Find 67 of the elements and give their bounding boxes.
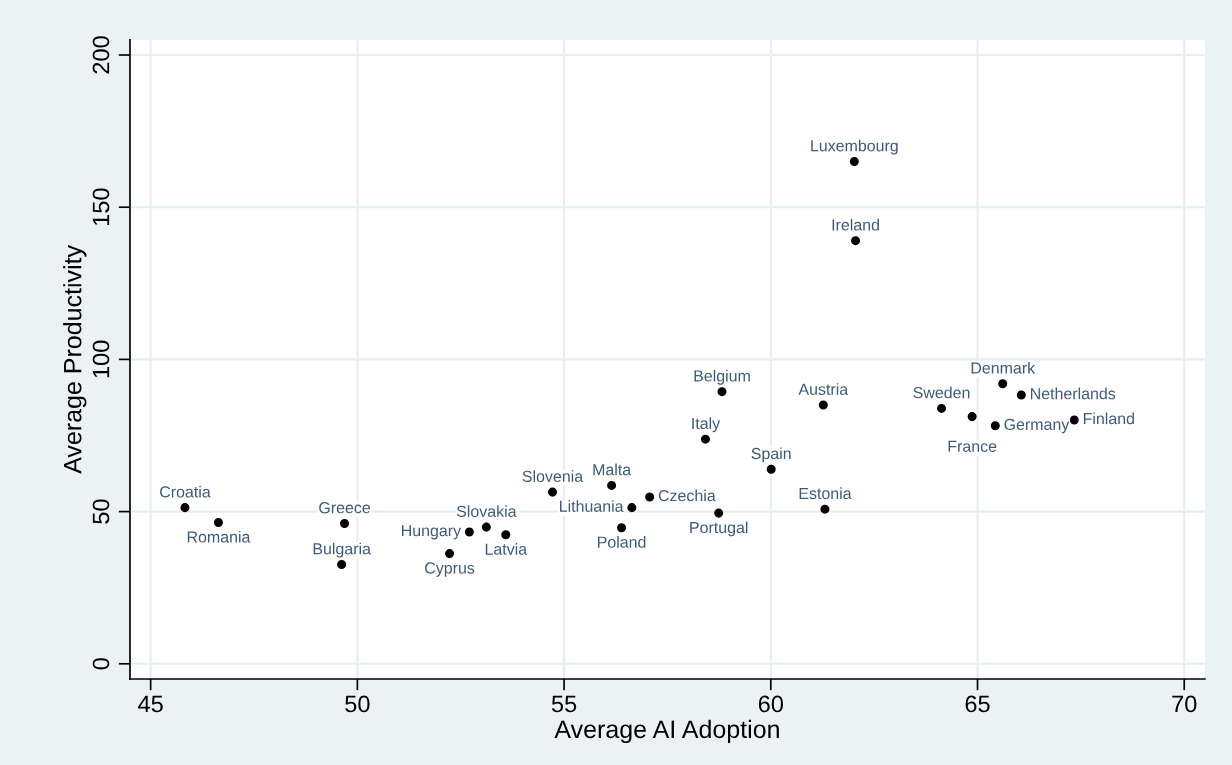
x-tick-label: 60: [758, 695, 783, 713]
annotation: Slovenia: [522, 470, 584, 483]
point: [820, 504, 830, 514]
annotation: Poland: [597, 536, 646, 548]
point: [617, 523, 627, 533]
x-tick-label: 55: [551, 695, 577, 713]
point: [700, 434, 710, 444]
point: [967, 412, 977, 422]
point: [714, 508, 724, 518]
annotation: Sweden: [913, 386, 970, 399]
annotation: Finland: [1083, 412, 1134, 425]
annotation: Hungary: [402, 525, 462, 540]
annotation: Austria: [798, 383, 849, 395]
y-tick-label: 0: [92, 658, 110, 670]
point: [337, 560, 347, 570]
point: [213, 518, 223, 528]
annotation: Romania: [187, 530, 251, 543]
point: [1069, 415, 1079, 425]
annotation: Germany: [1004, 418, 1070, 434]
point: [851, 236, 861, 246]
annotation: Bulgaria: [313, 542, 371, 558]
annotation: Malta: [593, 463, 632, 476]
x-axis-title: Average AI Adoption: [554, 719, 779, 744]
x-tick-label: 70: [1172, 695, 1197, 713]
annotation: Latvia: [485, 543, 528, 555]
y-tick-label: 50: [92, 499, 110, 524]
annotation: France: [948, 440, 997, 452]
y-tick-label: 200: [92, 36, 110, 74]
annotation: Spain: [751, 447, 791, 463]
annotation: Cyprus: [425, 562, 475, 577]
annotation: Czechia: [658, 489, 716, 502]
point: [998, 379, 1008, 389]
y-axis-title: Average Productivity: [63, 245, 87, 474]
point: [937, 403, 947, 413]
point: [180, 503, 190, 513]
point: [607, 480, 617, 490]
x-tick-label: 65: [965, 695, 990, 713]
x-tick-label: 50: [345, 695, 370, 713]
point: [501, 530, 511, 540]
point: [717, 387, 727, 397]
point: [766, 464, 776, 474]
x-tick-label: 45: [138, 695, 163, 713]
annotation: Slovakia: [456, 505, 517, 518]
point: [340, 518, 350, 528]
annotation: Lithuania: [560, 500, 624, 512]
point: [547, 487, 558, 497]
annotation: Belgium: [694, 369, 750, 385]
annotation: Portugal: [690, 521, 748, 537]
point: [849, 157, 859, 167]
annotation: Ireland: [832, 218, 879, 231]
annotation: Italy: [692, 417, 721, 433]
point: [481, 522, 491, 532]
point: [627, 503, 637, 513]
point: [445, 549, 455, 559]
annotation: Denmark: [971, 361, 1036, 374]
point: [645, 492, 655, 502]
point: [818, 400, 828, 410]
y-tick-label: 100: [92, 340, 110, 378]
annotation: Croatia: [160, 485, 211, 498]
point: [990, 421, 1000, 431]
annotation: Netherlands: [1030, 387, 1116, 400]
annotation: Estonia: [799, 487, 852, 500]
point: [1016, 390, 1026, 400]
y-tick-label: 150: [92, 188, 110, 226]
annotation: Greece: [319, 502, 371, 514]
annotation: Luxembourg: [811, 139, 898, 155]
point: [464, 527, 474, 537]
